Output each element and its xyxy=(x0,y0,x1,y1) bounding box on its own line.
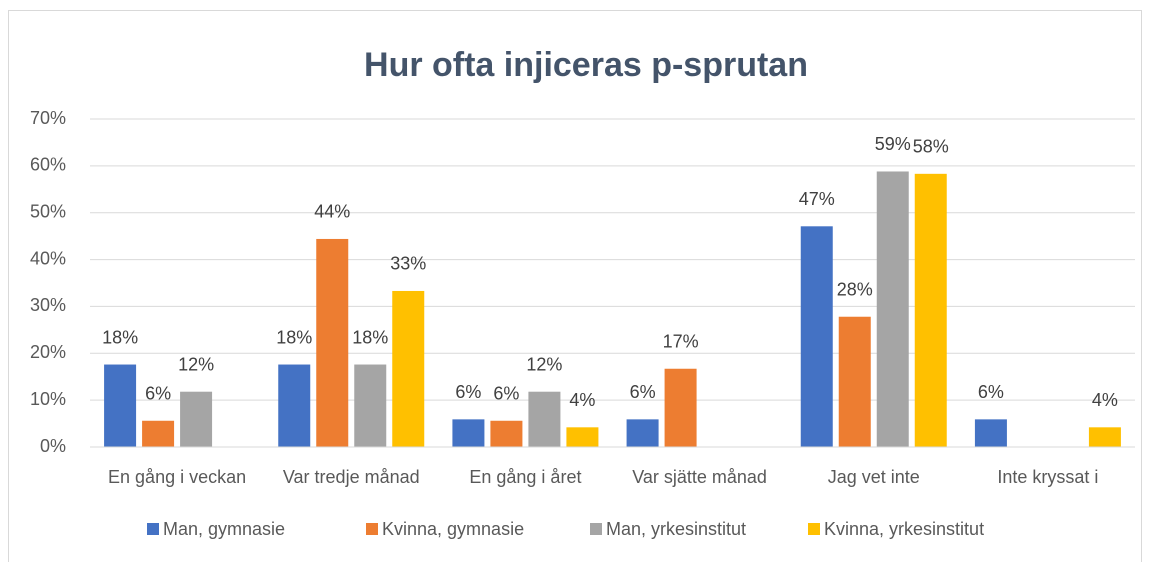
y-tick-label: 50% xyxy=(30,201,66,221)
x-tick-label: En gång i året xyxy=(469,467,581,487)
bar xyxy=(974,419,1007,447)
data-label: 18% xyxy=(102,327,138,347)
data-label: 6% xyxy=(455,382,481,402)
bar xyxy=(838,316,871,447)
legend-swatch xyxy=(147,523,159,535)
data-label: 18% xyxy=(352,327,388,347)
legend-swatch xyxy=(590,523,602,535)
legend-swatch xyxy=(808,523,820,535)
x-tick-label: Var sjätte månad xyxy=(632,467,767,487)
y-tick-label: 0% xyxy=(40,436,66,456)
data-label: 33% xyxy=(390,254,426,274)
bar xyxy=(104,364,137,447)
data-label: 58% xyxy=(913,137,949,157)
bar xyxy=(316,238,349,447)
bar xyxy=(142,420,175,447)
x-tick-label: Inte kryssat i xyxy=(997,467,1098,487)
bar xyxy=(1088,427,1121,447)
bar xyxy=(876,171,909,448)
data-label: 47% xyxy=(799,189,835,209)
data-label: 6% xyxy=(493,384,519,404)
legend-swatch xyxy=(366,523,378,535)
bar xyxy=(664,368,697,447)
bar xyxy=(392,290,425,447)
data-label: 17% xyxy=(663,331,699,351)
bar xyxy=(278,364,311,447)
data-label: 12% xyxy=(526,354,562,374)
data-label: 4% xyxy=(569,390,595,410)
bar xyxy=(626,419,659,447)
legend-label: Kvinna, yrkesinstitut xyxy=(824,519,984,539)
bar xyxy=(566,427,599,447)
data-label: 59% xyxy=(875,134,911,154)
bar xyxy=(914,173,947,447)
data-label: 4% xyxy=(1092,390,1118,410)
data-label: 44% xyxy=(314,202,350,222)
bar xyxy=(800,226,833,447)
y-tick-label: 60% xyxy=(30,155,66,175)
bar xyxy=(180,391,213,447)
legend-label: Kvinna, gymnasie xyxy=(382,519,524,539)
data-label: 28% xyxy=(837,279,873,299)
chart-border xyxy=(8,10,1142,562)
bar xyxy=(528,391,561,447)
data-label: 12% xyxy=(178,354,214,374)
data-label: 18% xyxy=(276,327,312,347)
data-label: 6% xyxy=(978,382,1004,402)
data-label: 6% xyxy=(145,384,171,404)
x-tick-label: Jag vet inte xyxy=(828,467,920,487)
bar xyxy=(452,419,485,447)
x-tick-label: Var tredje månad xyxy=(283,467,420,487)
y-tick-label: 40% xyxy=(30,248,66,268)
y-tick-label: 10% xyxy=(30,389,66,409)
data-label: 6% xyxy=(630,382,656,402)
bar xyxy=(490,420,523,447)
chart-title: Hur ofta injiceras p-sprutan xyxy=(364,46,808,84)
bar xyxy=(354,364,387,447)
y-tick-label: 30% xyxy=(30,295,66,315)
legend-label: Man, gymnasie xyxy=(163,519,285,539)
y-tick-label: 70% xyxy=(30,108,66,128)
legend-label: Man, yrkesinstitut xyxy=(606,519,746,539)
x-tick-label: En gång i veckan xyxy=(108,467,246,487)
y-tick-label: 20% xyxy=(30,342,66,362)
